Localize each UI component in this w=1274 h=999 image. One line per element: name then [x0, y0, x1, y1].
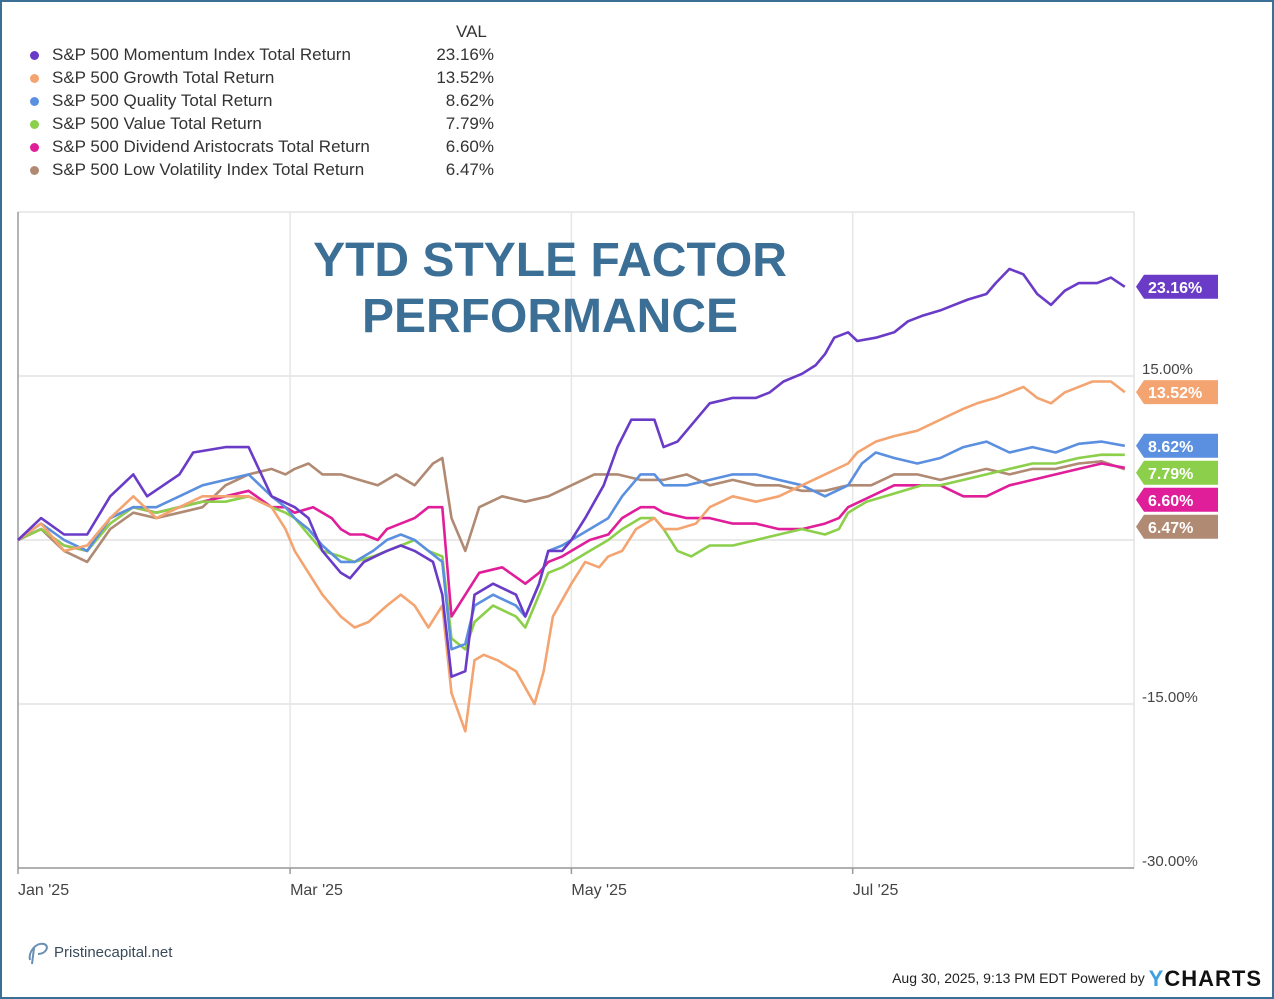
- legend: VAL S&P 500 Momentum Index Total Return 2…: [0, 0, 1274, 200]
- x-tick-label: Jan '25: [18, 882, 69, 899]
- legend-item-value: 6.47%: [445, 160, 494, 179]
- legend-dot-icon: [30, 120, 39, 129]
- legend-dot-icon: [30, 143, 39, 152]
- legend-item-value: 7.79%: [445, 114, 494, 133]
- legend-header: VAL: [456, 22, 487, 41]
- legend-item-name: S&P 500 Value Total Return: [52, 114, 262, 133]
- end-value-badge: [1136, 460, 1218, 485]
- ycharts-logo: YCHARTS: [1148, 966, 1262, 991]
- end-value-label: 6.47%: [1148, 520, 1193, 537]
- legend-item-name: S&P 500 Quality Total Return: [52, 91, 273, 110]
- chart-title: PERFORMANCE: [362, 290, 738, 343]
- chart-title: YTD STYLE FACTOR: [313, 234, 787, 287]
- legend-item[interactable]: S&P 500 Dividend Aristocrats Total Retur…: [24, 137, 494, 159]
- legend-item[interactable]: S&P 500 Quality Total Return 8.62%: [24, 91, 494, 113]
- y-tick-label: 15.00%: [1142, 361, 1193, 378]
- end-value-label: 8.62%: [1148, 439, 1193, 456]
- series-line: [17, 267, 1126, 678]
- legend-item[interactable]: S&P 500 Value Total Return 7.79%: [24, 114, 494, 136]
- legend-dot-icon: [30, 97, 39, 106]
- end-value-label: 6.60%: [1148, 493, 1193, 510]
- series-line: [17, 456, 1126, 564]
- legend-item-value: 13.52%: [436, 68, 494, 87]
- legend-item[interactable]: S&P 500 Low Volatility Index Total Retur…: [24, 160, 494, 182]
- legend-item-name: S&P 500 Low Volatility Index Total Retur…: [52, 160, 365, 179]
- legend-item-name: S&P 500 Dividend Aristocrats Total Retur…: [52, 137, 370, 156]
- legend-dot-icon: [30, 51, 39, 60]
- y-tick-label: -15.00%: [1142, 689, 1198, 706]
- end-value-label: 13.52%: [1148, 385, 1202, 402]
- timestamp: Aug 30, 2025, 9:13 PM EDT Powered by: [892, 970, 1145, 986]
- end-value-badge: [1136, 487, 1218, 512]
- end-value-label: 7.79%: [1148, 466, 1193, 483]
- y-tick-label: -30.00%: [1142, 853, 1198, 870]
- legend-item[interactable]: S&P 500 Growth Total Return 13.52%: [24, 68, 494, 90]
- series-line: [17, 380, 1126, 733]
- brand-text: Pristinecapital.net: [54, 944, 173, 961]
- series-line: [17, 462, 1126, 618]
- pristine-logo-icon: [28, 942, 48, 965]
- footer-credit: Aug 30, 2025, 9:13 PM EDT Powered by YCH…: [892, 966, 1262, 992]
- end-value-badge: [1136, 380, 1218, 405]
- end-value-badge: [1136, 433, 1218, 458]
- x-tick-label: Mar '25: [290, 882, 343, 899]
- x-tick-label: May '25: [571, 882, 627, 899]
- end-value-badge: [1136, 274, 1218, 299]
- legend-item-value: 8.62%: [445, 91, 494, 110]
- legend-item-value: 6.60%: [445, 137, 494, 156]
- legend-item-value: 23.16%: [436, 45, 494, 64]
- legend-item-name: S&P 500 Growth Total Return: [52, 68, 275, 87]
- legend-dot-icon: [30, 74, 39, 83]
- legend-item-name: S&P 500 Momentum Index Total Return: [52, 45, 351, 64]
- x-tick-label: Jul '25: [853, 882, 899, 899]
- end-value-label: 23.16%: [1148, 280, 1202, 297]
- legend-item[interactable]: S&P 500 Momentum Index Total Return 23.16…: [24, 45, 494, 67]
- end-value-badge: [1136, 514, 1218, 539]
- legend-dot-icon: [30, 166, 39, 175]
